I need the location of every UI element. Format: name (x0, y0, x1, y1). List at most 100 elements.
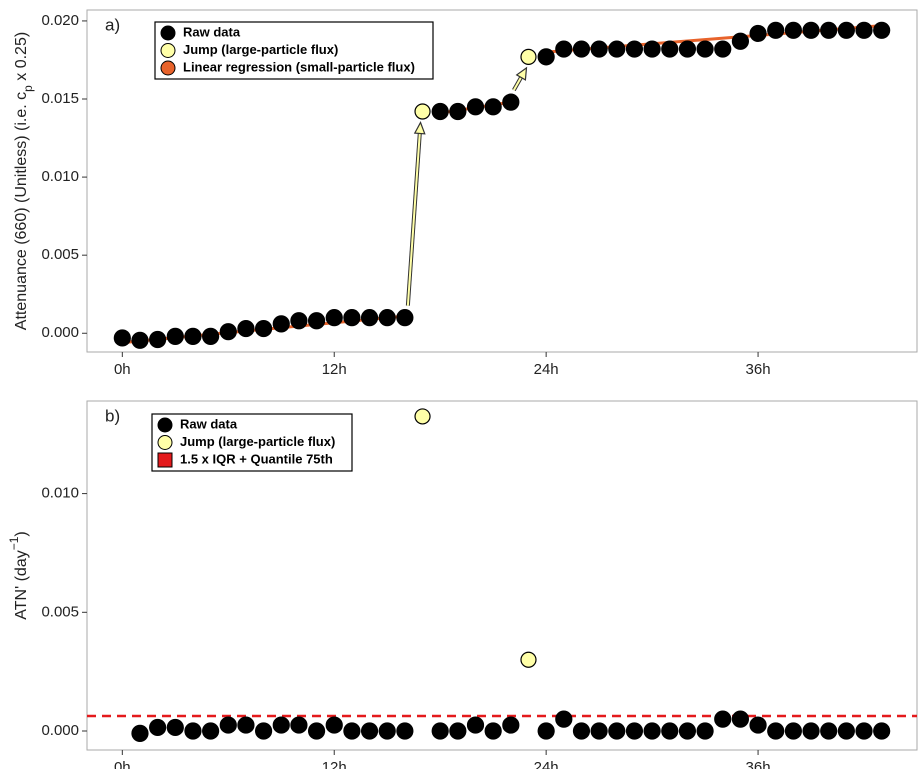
x-tick-label: 12h (322, 361, 347, 378)
x-tick-label: 12h (322, 759, 347, 769)
raw-point (166, 718, 184, 737)
raw-point (360, 309, 379, 327)
raw-point (625, 722, 644, 740)
legend-label: Jump (large-particle flux) (180, 434, 335, 449)
raw-point (855, 722, 873, 740)
raw-point (784, 722, 802, 740)
raw-point (572, 722, 591, 740)
x-tick-label: 0h (114, 759, 131, 769)
raw-point (431, 102, 449, 121)
raw-point (678, 722, 697, 740)
x-tick-label: 36h (746, 759, 771, 769)
y-tick-label: 0.015 (41, 90, 79, 107)
jump-point (414, 103, 431, 120)
raw-point (290, 716, 308, 734)
raw-point (307, 722, 326, 740)
raw-point (802, 21, 820, 39)
legend-box (151, 413, 353, 472)
raw-point (767, 21, 785, 39)
raw-point (714, 710, 732, 728)
y-axis-label: ATN' (day−1) (7, 531, 30, 619)
raw-point (555, 40, 573, 58)
legend-swatch (160, 60, 176, 76)
raw-point (449, 102, 467, 121)
y-tick-label: 0.000 (41, 324, 79, 341)
y-tick-label: 0.005 (41, 246, 79, 263)
x-tick-label: 24h (534, 759, 559, 769)
legend-swatch (157, 435, 173, 450)
raw-point (202, 722, 220, 740)
y-tick-label: 0.010 (41, 485, 79, 502)
raw-point (131, 724, 149, 742)
raw-point (502, 716, 520, 734)
raw-point (254, 319, 273, 338)
raw-point (820, 722, 838, 740)
raw-point (202, 327, 220, 345)
raw-point (643, 40, 661, 58)
x-tick-label: 24h (534, 361, 559, 378)
y-axis-label: Attenuance (660) (Unitless) (i.e. cp x 0… (13, 32, 35, 330)
arrow-shaft (512, 76, 522, 91)
raw-point (484, 722, 502, 740)
raw-point (837, 722, 855, 740)
y-label-text: ATN' (day (13, 550, 30, 619)
raw-point (696, 40, 714, 58)
x-tick-label: 36h (746, 361, 771, 378)
raw-point (184, 722, 202, 740)
legend-swatch (160, 25, 176, 41)
raw-point (484, 98, 502, 116)
y-label-sub: p (21, 85, 35, 92)
raw-point (360, 722, 379, 740)
y-tick-label: 0.000 (41, 722, 79, 739)
panel-label: a) (105, 15, 120, 34)
raw-point (661, 722, 679, 740)
raw-point (767, 722, 785, 740)
raw-point (166, 327, 184, 345)
raw-point (131, 331, 149, 349)
raw-point (590, 722, 608, 740)
jump-point (520, 48, 537, 65)
raw-point (537, 722, 555, 740)
raw-point (678, 40, 697, 58)
raw-point (625, 40, 644, 58)
raw-point (307, 312, 326, 330)
raw-point (873, 21, 891, 39)
raw-point (184, 327, 202, 345)
y-label-after: x 0.25) (13, 32, 30, 85)
raw-point (149, 330, 167, 349)
raw-point (855, 21, 873, 39)
legend-label: Raw data (183, 24, 241, 39)
raw-point (555, 710, 573, 728)
y-label-after: ) (13, 531, 30, 536)
legend-label: Raw data (180, 416, 238, 431)
raw-point (590, 40, 608, 58)
raw-point (254, 722, 273, 740)
y-tick-label: 0.010 (41, 168, 79, 185)
y-tick-label: 0.020 (41, 12, 79, 29)
raw-point (784, 21, 802, 39)
y-tick-label: 0.005 (41, 603, 79, 620)
raw-point (731, 32, 750, 50)
raw-point (237, 716, 255, 734)
raw-point (537, 48, 555, 66)
legend-label: Jump (large-particle flux) (183, 42, 338, 57)
raw-point (749, 24, 767, 43)
legend-swatch (160, 43, 176, 58)
raw-point (290, 312, 308, 330)
raw-point (396, 722, 414, 740)
arrow-head (515, 66, 528, 81)
raw-point (396, 309, 414, 327)
raw-point (219, 716, 237, 734)
raw-point (325, 716, 343, 734)
raw-point (749, 716, 767, 734)
raw-point (572, 40, 591, 58)
legend-label: Linear regression (small-particle flux) (183, 59, 415, 74)
jump-point (520, 651, 537, 668)
raw-point (431, 722, 449, 740)
raw-point (802, 722, 820, 740)
raw-point (449, 722, 467, 740)
raw-point (714, 40, 732, 58)
arrow-head (413, 121, 426, 135)
raw-point (343, 309, 361, 327)
raw-point (837, 21, 855, 39)
